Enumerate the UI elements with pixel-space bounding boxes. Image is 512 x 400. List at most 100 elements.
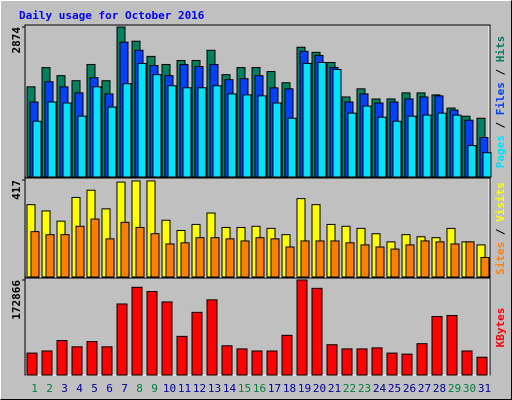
bar: [60, 234, 70, 278]
x-tick-label: 10: [163, 382, 176, 395]
bar: [257, 95, 267, 178]
x-tick-label: 21: [328, 382, 341, 395]
bar: [420, 240, 430, 278]
x-tick-label: 16: [253, 382, 266, 395]
bar: [390, 248, 400, 278]
x-tick-label: 20: [313, 382, 326, 395]
bar: [105, 238, 115, 278]
x-tick-label: 19: [298, 382, 311, 395]
bar: [270, 238, 280, 278]
bar: [326, 344, 338, 376]
legend-entry: KBytes: [494, 308, 507, 348]
bar: [416, 343, 428, 376]
bar: [422, 114, 432, 178]
x-tick-label: 25: [388, 382, 401, 395]
bar: [452, 114, 462, 178]
bar: [450, 243, 460, 278]
bar: [266, 350, 278, 376]
bar: [285, 246, 295, 278]
x-tick-label: 23: [358, 382, 371, 395]
bar: [131, 286, 143, 376]
bar: [482, 152, 492, 178]
x-tick-label: 6: [106, 382, 113, 395]
bar: [161, 301, 173, 376]
bar: [347, 112, 357, 178]
legend-entry: Hits: [494, 36, 507, 63]
bar: [182, 87, 192, 178]
bar: [197, 87, 207, 178]
bar: [345, 242, 355, 278]
bar: [122, 83, 132, 178]
bar: [120, 221, 130, 278]
bar: [302, 62, 312, 178]
bar: [360, 244, 370, 278]
bar: [75, 225, 85, 278]
bar: [392, 120, 402, 178]
x-tick-label: 13: [208, 382, 221, 395]
legend-separator: /: [494, 115, 507, 135]
x-tick-label: 12: [193, 382, 206, 395]
bar: [407, 115, 417, 178]
bar: [435, 241, 445, 278]
bar: [401, 353, 413, 376]
bar: [431, 316, 443, 376]
x-tick-label: 30: [463, 382, 476, 395]
y-tick-label: 417: [10, 180, 23, 200]
bar: [251, 350, 263, 376]
bar: [45, 234, 55, 278]
x-tick-label: 15: [238, 382, 251, 395]
bar: [240, 240, 250, 278]
bar: [362, 105, 372, 178]
legend: Sites / Visits: [494, 182, 507, 275]
bar: [287, 117, 297, 178]
bar: [375, 246, 385, 278]
legend-entry: Visits: [494, 182, 507, 222]
bar: [446, 314, 458, 376]
x-tick-label: 7: [121, 382, 128, 395]
bar: [296, 279, 308, 376]
legend-entry: Pages: [494, 135, 507, 168]
bar: [41, 350, 53, 376]
bar: [26, 352, 38, 376]
legend-separator: /: [494, 62, 507, 82]
bar: [165, 243, 175, 278]
bar: [371, 347, 383, 376]
x-tick-label: 22: [343, 382, 356, 395]
bar: [272, 102, 282, 178]
bar: [176, 335, 188, 376]
legend-separator: /: [494, 222, 507, 242]
bar: [465, 241, 475, 278]
bar: [212, 85, 222, 178]
bar: [377, 116, 387, 178]
x-tick-label: 2: [46, 382, 53, 395]
bar: [107, 106, 117, 178]
bar: [92, 86, 102, 178]
bar: [332, 69, 342, 178]
bar: [300, 240, 310, 278]
bar: [167, 85, 177, 178]
y-tick-label: 2874: [10, 27, 23, 54]
bar: [86, 341, 98, 376]
legend-entry: Files: [494, 82, 507, 115]
x-tick-label: 11: [178, 382, 191, 395]
bar: [206, 299, 218, 376]
bar: [467, 145, 477, 178]
bar: [180, 242, 190, 278]
bar: [191, 311, 203, 376]
x-tick-label: 17: [268, 382, 281, 395]
bar: [315, 240, 325, 278]
bar: [150, 233, 160, 278]
x-tick-label: 9: [151, 382, 158, 395]
bar: [146, 290, 158, 376]
bar: [101, 346, 113, 376]
bar: [341, 348, 353, 376]
chart-title: Daily usage for October 2016: [19, 9, 205, 22]
x-tick-label: 4: [76, 382, 83, 395]
legend-entry: Sites: [494, 242, 507, 275]
x-tick-label: 18: [283, 382, 296, 395]
bar: [32, 120, 42, 178]
x-tick-label: 8: [136, 382, 143, 395]
bar: [77, 115, 87, 178]
